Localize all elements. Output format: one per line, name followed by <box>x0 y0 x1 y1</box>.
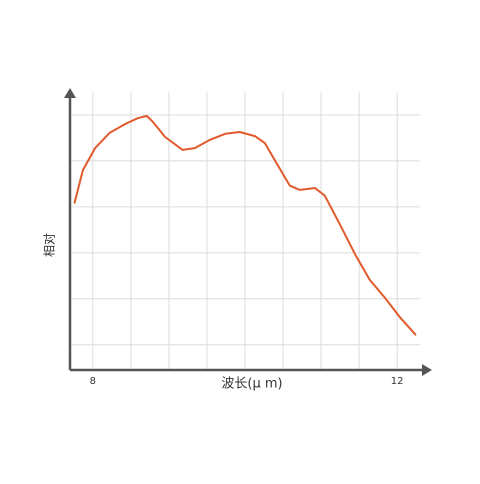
x-tick-label: 8 <box>90 376 96 387</box>
y-axis-label: 相对 <box>43 233 57 257</box>
x-axis-arrow <box>422 364 432 376</box>
x-axis-label: 波长(μ m) <box>221 377 282 392</box>
x-tick-label: 12 <box>391 376 404 387</box>
data-line <box>73 114 417 336</box>
y-axis-arrow <box>64 88 76 98</box>
